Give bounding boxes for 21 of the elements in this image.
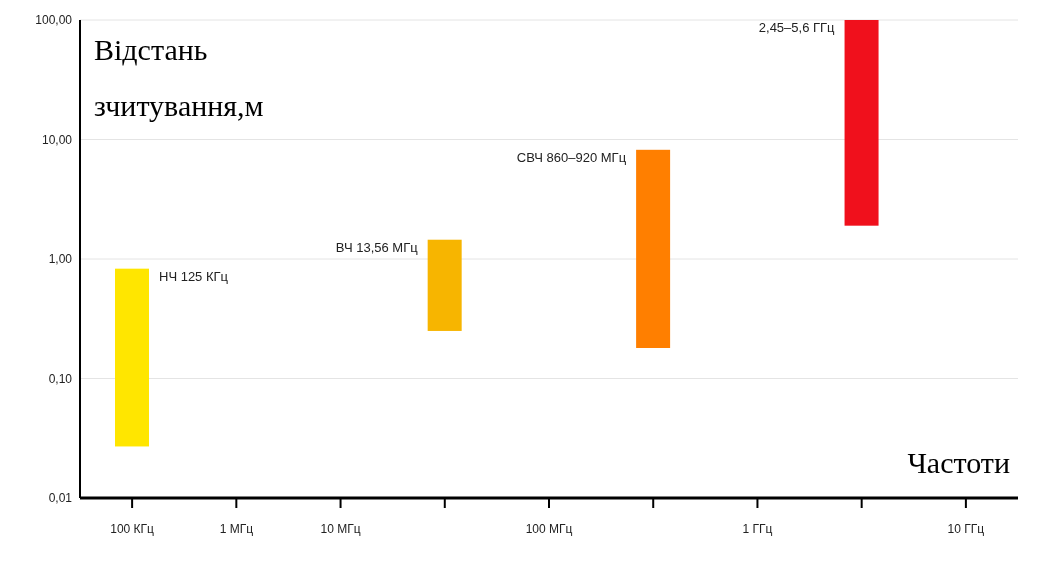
x-axis-title: Частоти xyxy=(907,446,1010,480)
x-tick-label: 10 ГГц xyxy=(947,521,985,536)
bar xyxy=(636,149,671,348)
y-axis-title: Відстань зчитування,м xyxy=(94,32,264,124)
x-tick-label: 1 ГГц xyxy=(742,521,773,536)
annotation: НЧ 125 КГц xyxy=(159,268,229,284)
x-tick-label: 1 МГц xyxy=(219,521,254,536)
x-tick-label: 100 МГц xyxy=(525,521,573,536)
y-tick-label: 1,00 xyxy=(48,252,73,267)
x-tick-label: 100 КГц xyxy=(110,521,155,536)
y-tick-label: 100,00 xyxy=(35,13,73,28)
annotation: ВЧ 13,56 МГц xyxy=(335,239,419,255)
bar xyxy=(844,20,879,226)
bar xyxy=(427,239,462,331)
y-tick-label: 10,00 xyxy=(41,132,73,147)
y-tick-label: 0,10 xyxy=(48,371,73,386)
y-tick-label: 0,01 xyxy=(48,491,73,506)
annotation: СВЧ 860–920 МГц xyxy=(516,149,627,165)
bar xyxy=(115,268,149,447)
x-tick-label: 10 МГц xyxy=(320,521,361,536)
annotation: 2,45–5,6 ГГц xyxy=(758,20,836,35)
